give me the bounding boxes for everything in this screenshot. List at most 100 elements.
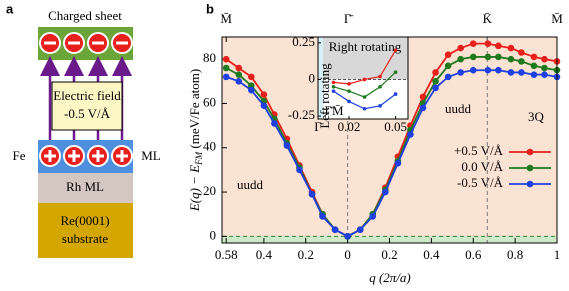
data-point (347, 99, 351, 104)
data-point (495, 66, 502, 74)
x-tick-label: 0 (344, 247, 351, 262)
data-point (271, 120, 278, 127)
legend-label: -0.5 V/Å (457, 175, 504, 190)
x-tick-label: 1 (554, 247, 561, 262)
data-point (457, 55, 464, 63)
data-point (283, 142, 291, 149)
inset-x-tick-label: 0.05 (384, 119, 407, 134)
data-point (432, 78, 439, 85)
data-point (356, 226, 364, 234)
data-point (407, 131, 414, 138)
data-point (495, 53, 502, 61)
data-point (419, 104, 427, 112)
data-point (530, 71, 538, 78)
y-axis-label: E(q) − EFM (meV/Fe atom) (187, 69, 204, 212)
data-point (362, 95, 367, 99)
data-point (419, 93, 427, 101)
data-point (507, 44, 515, 52)
data-point (541, 71, 548, 78)
data-point (484, 53, 492, 61)
data-point (541, 55, 548, 63)
x-tick-label: 0.2 (381, 247, 397, 262)
top-tick-label: M̄ (220, 11, 232, 26)
legend-label: +0.5 V/Å (454, 143, 504, 158)
data-point (469, 40, 477, 47)
x-tick-label: 0.4 (256, 247, 273, 262)
inset-x-tick-label: Γ̄ (314, 119, 324, 134)
data-point (393, 48, 398, 52)
data-point (541, 64, 548, 72)
data-point (393, 92, 398, 96)
data-point (469, 66, 477, 74)
data-point (457, 44, 464, 52)
data-point (319, 213, 326, 220)
substrate-label: Re(0001) (60, 213, 109, 228)
series-line (225, 42, 558, 238)
y-tick-label: 60 (203, 94, 216, 109)
data-point (235, 78, 243, 85)
data-point (393, 70, 398, 74)
data-point (378, 84, 382, 89)
top-tick-label: K̄ (483, 11, 493, 26)
data-point (248, 86, 255, 94)
substrate (38, 203, 133, 258)
data-point (296, 166, 303, 174)
x-axis-label-text: q (2π/a) (369, 270, 411, 285)
legend-label: 0.0 V/Å (461, 159, 503, 174)
inset-y-tick-label: 0 (309, 70, 316, 85)
y-label-unit: (meV/Fe atom) (187, 69, 202, 152)
data-point (331, 84, 336, 89)
fe-label: Fe (13, 148, 26, 163)
field-value: -0.5 V/Å (64, 106, 111, 121)
data-point (507, 55, 515, 63)
x-tick-label: 0.8 (507, 247, 523, 262)
legend-marker (526, 148, 534, 156)
data-point (369, 213, 377, 220)
rh-label: Rh ML (66, 179, 104, 194)
data-point (444, 51, 452, 59)
data-point (222, 55, 230, 63)
field-label: Electric field (53, 88, 121, 103)
data-point (331, 226, 339, 234)
data-point (378, 104, 382, 108)
inset-frame (317, 36, 409, 120)
left-rotating-region (318, 37, 323, 119)
data-point (394, 159, 402, 167)
ml-label: ML (141, 148, 161, 163)
y-label-main: E(q) − E (187, 165, 202, 212)
annotation: uudd (445, 101, 472, 116)
y-tick-label: 80 (203, 50, 216, 65)
y-tick-label: 40 (203, 139, 216, 154)
x-tick-label: 0.2 (298, 247, 314, 262)
substrate-label: substrate (62, 231, 108, 246)
data-point (248, 73, 255, 81)
top-tick-label: M̄ (551, 11, 563, 26)
data-point (432, 69, 439, 76)
x-tick-label: 0.6 (465, 247, 482, 262)
data-point (235, 64, 243, 72)
data-point (347, 89, 351, 93)
data-point (444, 73, 452, 81)
inset-x-label: Γ̄M̄ (324, 103, 344, 118)
data-point (495, 42, 502, 50)
minus-charges (39, 32, 133, 54)
data-point (444, 62, 452, 70)
data-point (378, 74, 382, 79)
data-point (331, 80, 336, 85)
data-point (518, 69, 525, 76)
x-axis-label: q (2π/a) (369, 270, 411, 285)
data-point (308, 190, 316, 198)
data-point (530, 53, 538, 61)
data-point (484, 66, 492, 74)
inset-region-label: Right rotating (329, 39, 402, 54)
data-point (457, 69, 464, 76)
data-point (432, 84, 439, 92)
data-point (222, 73, 230, 81)
annotation: 3Q (528, 109, 545, 124)
data-point (344, 233, 351, 240)
data-point (331, 89, 336, 93)
data-point (362, 106, 367, 111)
field-box (51, 81, 123, 131)
data-point (222, 64, 230, 72)
